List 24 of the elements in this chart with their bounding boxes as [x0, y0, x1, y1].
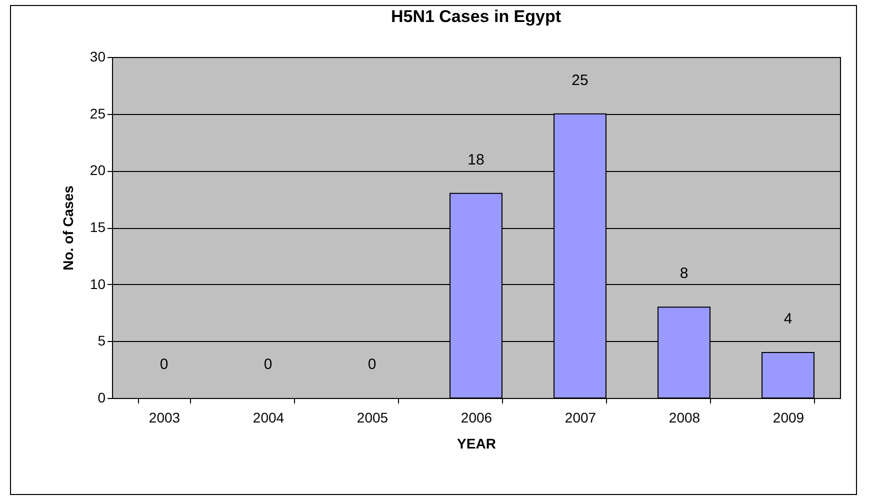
data-label: 8 — [680, 265, 688, 282]
x-tick-label: 2004 — [252, 410, 284, 426]
y-tick-label: 5 — [98, 332, 106, 349]
data-label: 0 — [368, 356, 376, 373]
y-tick-label: 10 — [90, 276, 106, 292]
data-label: 4 — [784, 310, 792, 328]
x-axis-title: YEAR — [457, 436, 496, 452]
x-tick-label: 2009 — [772, 410, 804, 426]
y-tick-label: 0 — [98, 390, 106, 406]
y-tick-label: 15 — [90, 219, 106, 235]
y-axis-title: No. of Cases — [60, 185, 76, 270]
data-label: 0 — [264, 356, 272, 373]
x-tick-label: 2008 — [668, 410, 700, 426]
y-tick-label: 20 — [90, 162, 106, 178]
x-tick-label: 2006 — [460, 410, 492, 426]
x-tick-label: 2005 — [356, 410, 388, 426]
x-tick-label: 2007 — [564, 410, 596, 426]
x-tick-label: 2003 — [148, 410, 180, 426]
data-label: 18 — [468, 151, 484, 168]
data-label: 0 — [160, 356, 168, 373]
y-tick-label: 30 — [90, 48, 106, 64]
y-tick-label: 25 — [90, 105, 106, 122]
chart-title: H5N1 Cases in Egypt — [390, 7, 562, 26]
data-label: 25 — [572, 72, 588, 89]
